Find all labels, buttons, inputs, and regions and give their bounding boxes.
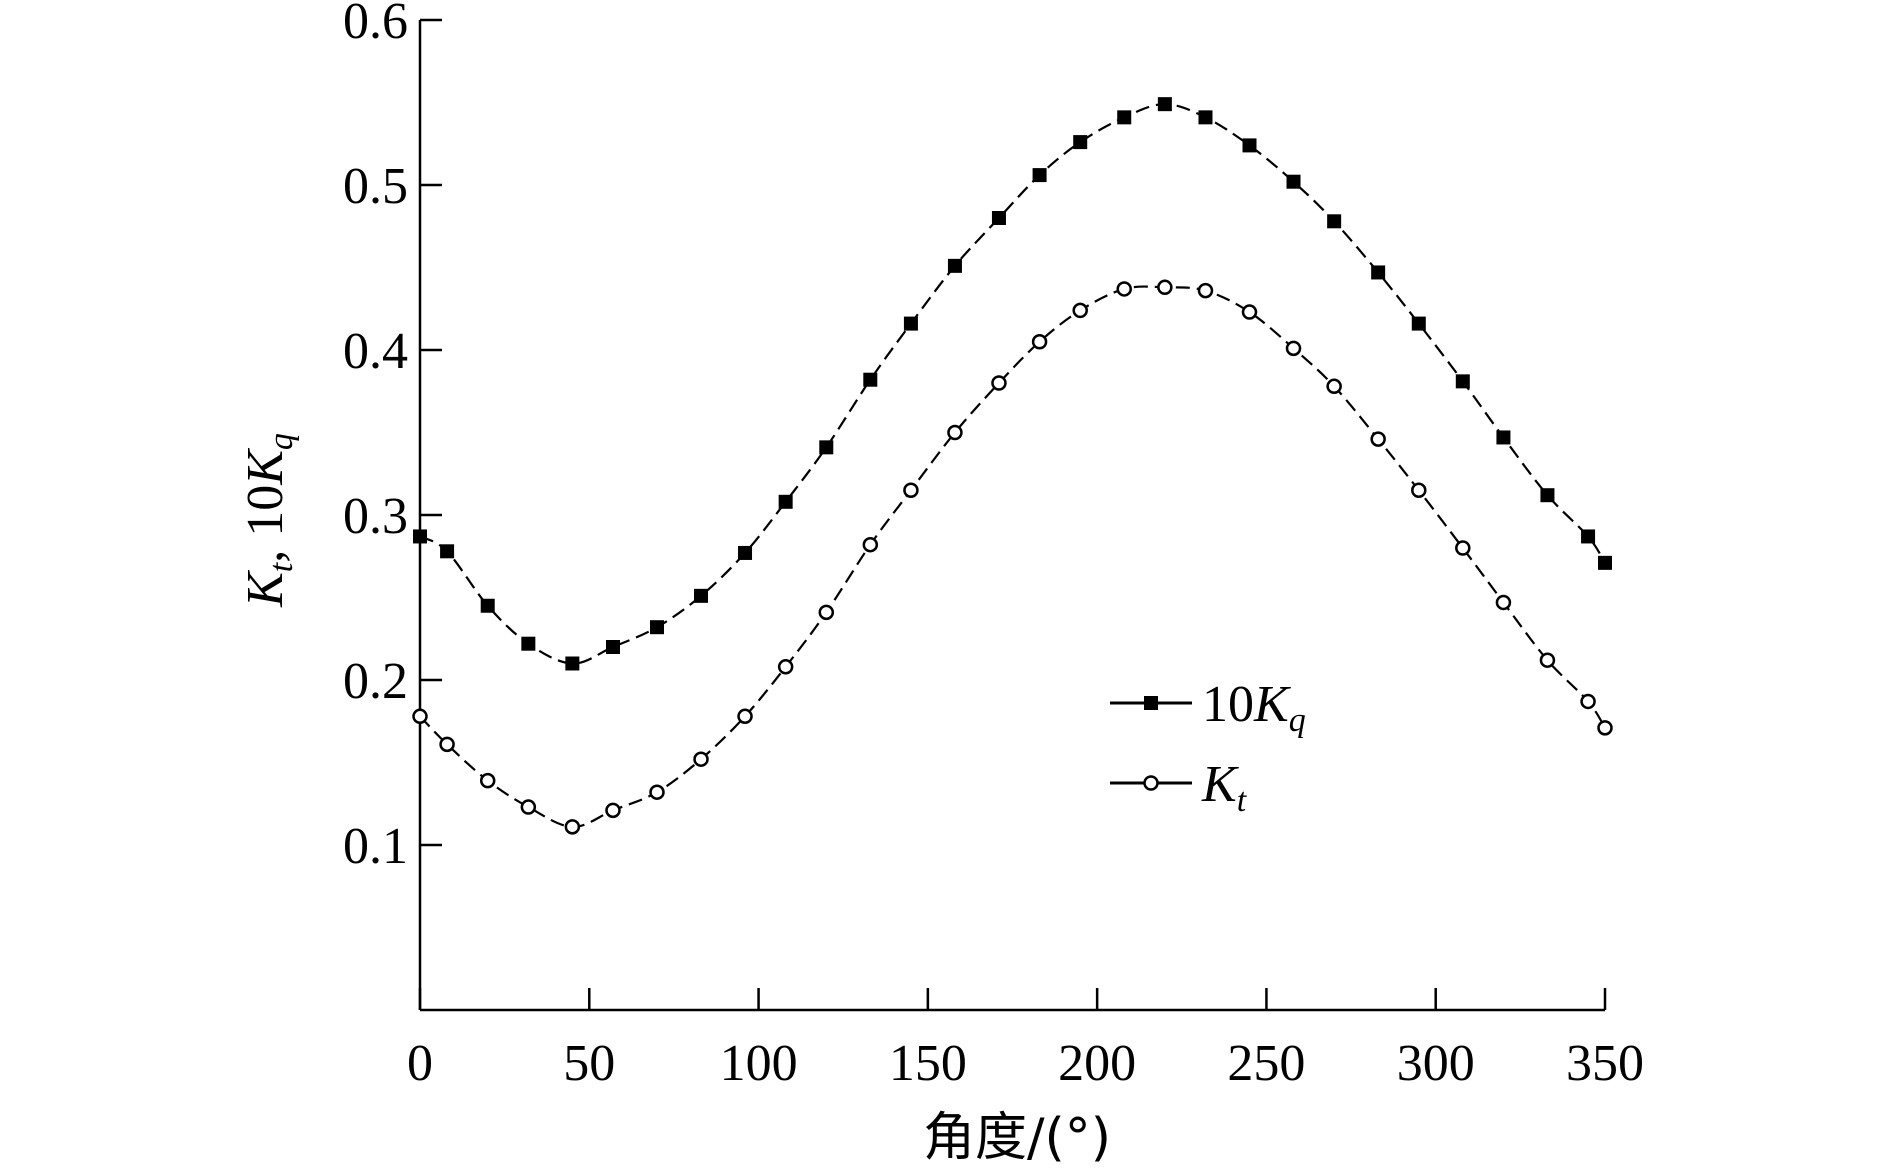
y-title-kq-base: K	[237, 448, 294, 486]
data-point-Kt	[520, 799, 537, 815]
x-tick-label: 0	[407, 1035, 433, 1092]
data-point-Kt	[862, 536, 879, 553]
data-point-Kt	[777, 659, 794, 675]
data-point-10Kq	[1032, 168, 1047, 183]
data-point-Kt	[1539, 652, 1556, 668]
y-tick-label: 0.3	[343, 488, 408, 545]
data-point-10Kq	[694, 588, 709, 603]
y-title-separator: ,	[237, 537, 294, 563]
data-point-10Kq	[819, 440, 834, 455]
x-tick-label: 300	[1397, 1035, 1475, 1092]
data-point-10Kq	[650, 620, 664, 635]
data-point-Kt	[605, 802, 621, 819]
data-point-Kt	[1495, 594, 1512, 611]
series-layer	[412, 97, 1613, 835]
data-point-10Kq	[947, 258, 962, 273]
y-title-kq-sub: q	[263, 433, 300, 450]
data-point-Kt	[818, 604, 835, 621]
y-axis-title: Kt, 10Kq	[237, 433, 300, 608]
series-Kt	[412, 279, 1613, 835]
data-point-10Kq	[1598, 555, 1612, 570]
x-tick-label: 100	[720, 1035, 798, 1092]
y-tick-label: 0.6	[343, 0, 408, 50]
data-point-Kt	[1116, 281, 1132, 297]
data-point-Kt	[693, 751, 709, 767]
data-point-Kt	[1411, 482, 1427, 498]
x-tick-label: 150	[889, 1035, 967, 1092]
y-tick-label: 0.5	[343, 158, 408, 215]
data-point-10Kq	[1286, 174, 1301, 189]
series-10Kq	[413, 97, 1612, 671]
axes	[418, 20, 1605, 1012]
data-point-Kt	[1285, 340, 1302, 357]
data-point-Kt	[649, 784, 665, 800]
data-point-Kt	[903, 482, 919, 498]
data-point-Kt	[1241, 304, 1258, 320]
data-point-10Kq	[1496, 430, 1511, 445]
legend: 10Kq Kt	[1110, 676, 1306, 819]
data-point-10Kq	[1073, 135, 1088, 150]
data-point-Kt	[1370, 431, 1386, 447]
x-tick-label: 50	[563, 1035, 615, 1092]
data-point-10Kq	[605, 640, 620, 654]
data-point-Kt	[947, 424, 963, 441]
x-tick-label: 200	[1058, 1035, 1136, 1092]
data-point-10Kq	[1371, 265, 1386, 280]
data-point-Kt	[439, 736, 455, 753]
y-tick-label: 0.4	[343, 323, 408, 380]
data-point-Kt	[1072, 302, 1088, 319]
series-line-10Kq	[419, 103, 1606, 665]
data-point-10Kq	[863, 372, 878, 387]
data-point-10Kq	[903, 316, 918, 331]
data-point-10Kq	[1411, 316, 1426, 331]
y-tick-label: 0.2	[343, 653, 408, 710]
data-point-10Kq	[1157, 97, 1172, 112]
data-point-10Kq	[1117, 110, 1132, 125]
data-point-10Kq	[1242, 138, 1257, 153]
y-title-kt-sub: t	[263, 561, 300, 572]
data-point-Kt	[412, 708, 428, 725]
legend-marker-10Kq	[1144, 696, 1158, 710]
x-tick-label: 250	[1227, 1035, 1305, 1092]
data-point-10Kq	[565, 656, 580, 671]
data-point-10Kq	[1198, 110, 1213, 125]
y-tick-label: 0.1	[343, 818, 408, 875]
data-point-Kt	[1455, 540, 1471, 556]
data-point-Kt	[1197, 282, 1214, 299]
y-title-kq-coef: 10	[237, 485, 294, 537]
data-point-10Kq	[1540, 488, 1555, 503]
data-point-Kt	[1580, 693, 1596, 710]
series-line-Kt	[419, 285, 1606, 828]
data-point-10Kq	[1327, 214, 1342, 229]
legend-label-10Kq: 10Kq	[1202, 676, 1306, 739]
data-point-10Kq	[480, 598, 495, 613]
data-point-10Kq	[778, 494, 793, 509]
data-point-10Kq	[1455, 374, 1470, 389]
data-point-10Kq	[521, 636, 536, 651]
data-point-Kt	[1031, 334, 1048, 350]
data-point-Kt	[737, 708, 753, 725]
y-title-kt-base: K	[237, 570, 294, 608]
data-point-Kt	[1326, 378, 1342, 395]
data-point-Kt	[1157, 279, 1173, 296]
data-point-Kt	[564, 819, 581, 835]
legend-marker-Kt	[1143, 775, 1159, 791]
data-point-10Kq	[1581, 529, 1596, 544]
data-point-10Kq	[991, 211, 1006, 225]
data-point-10Kq	[738, 545, 753, 560]
data-point-10Kq	[413, 529, 427, 544]
x-tick-label: 350	[1566, 1035, 1644, 1092]
ticks: 0 50 100 150 200 250 300 350 0.1 0.2 0.3 0.4 0.5 0.6	[343, 0, 1644, 1092]
data-point-Kt	[479, 772, 496, 789]
data-point-10Kq	[440, 544, 455, 559]
legend-label-Kt: Kt	[1201, 756, 1248, 819]
x-axis-title: 角度/(°)	[923, 1108, 1111, 1168]
data-point-Kt	[1597, 720, 1613, 736]
data-point-Kt	[991, 375, 1007, 391]
